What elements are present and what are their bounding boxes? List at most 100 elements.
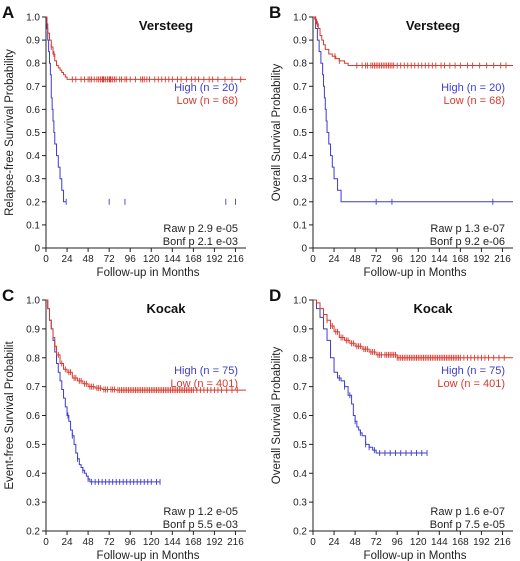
x-tick-label: 168 — [185, 254, 202, 265]
panel-label: C — [2, 286, 14, 305]
y-tick-label: 0.6 — [293, 411, 307, 422]
x-tick-label: 0 — [43, 537, 49, 548]
x-tick-label: 72 — [371, 254, 383, 265]
survival-curve-low — [313, 299, 513, 359]
p-value-annotation: Bonf p 9.2 e-06 — [430, 236, 505, 248]
legend-entry-low: Low (n = 68) — [177, 95, 238, 107]
y-tick-label: 0.8 — [26, 353, 40, 364]
x-tick-label: 24 — [61, 254, 73, 265]
chart-title: Versteeg — [139, 18, 193, 33]
y-tick-label: 0.9 — [293, 36, 307, 47]
y-tick-label: 0.2 — [293, 527, 307, 538]
y-tick-label: 0.3 — [293, 498, 307, 509]
x-tick-label: 0 — [43, 254, 49, 265]
survival-curve-low — [46, 299, 246, 391]
x-tick-label: 0 — [310, 537, 316, 548]
y-tick-label: 0.4 — [26, 151, 40, 162]
y-tick-label: 0.5 — [293, 440, 307, 451]
x-tick-label: 120 — [410, 537, 427, 548]
x-axis-title: Follow-up in Months — [97, 550, 200, 561]
x-tick-label: 120 — [143, 254, 160, 265]
y-tick-label: 0 — [34, 244, 40, 255]
x-tick-label: 24 — [61, 537, 73, 548]
p-value-annotation: Raw p 1.3 e-07 — [430, 223, 505, 235]
chart-panel-a: A 0 0.1 0.2 0.3 0.4 0.5 0.6 0.7 0.8 0.9 1.0 0 24 48 72 9… — [2, 3, 246, 279]
x-tick-label: 72 — [104, 254, 116, 265]
x-tick-label: 48 — [350, 537, 362, 548]
legend-entry-low: Low (n = 401) — [437, 378, 505, 390]
y-axis-title: Relapse-free Survival Probability — [4, 49, 16, 216]
x-tick-label: 168 — [452, 537, 469, 548]
y-tick-label: 0.3 — [26, 174, 40, 185]
y-tick-label: 0.4 — [293, 469, 307, 480]
chart-title: Versteeg — [406, 18, 460, 33]
y-tick-label: 0.9 — [26, 324, 40, 335]
x-axis-title: Follow-up in Months — [364, 550, 467, 561]
p-value-annotation: Raw p 1.2 e-05 — [163, 506, 238, 518]
chart-panel-b: B 0 0.1 0.2 0.3 0.4 0.5 0.6 0.7 0.8 0.9 1.0 0 24 48 72 9… — [269, 3, 513, 279]
y-tick-label: 0.8 — [293, 353, 307, 364]
x-tick-label: 96 — [392, 254, 404, 265]
y-tick-label: 0.8 — [26, 59, 40, 70]
legend-entry-high: High (n = 20) — [441, 82, 505, 94]
y-tick-label: 0.2 — [293, 197, 307, 208]
survival-curve-high — [46, 16, 67, 203]
survival-curve-high — [46, 299, 161, 483]
legend-entry-high: High (n = 20) — [174, 82, 238, 94]
x-tick-label: 216 — [227, 254, 244, 265]
x-tick-label: 168 — [452, 254, 469, 265]
y-tick-label: 0.5 — [293, 128, 307, 139]
y-tick-label: 0.1 — [293, 220, 307, 231]
chart-panel-c: C 0.2 0.3 0.4 0.5 0.6 0.7 0.8 0.9 1.0 0 24 48 72 96 120… — [2, 286, 246, 561]
y-tick-label: 0 — [301, 244, 307, 255]
y-tick-label: 0.6 — [26, 411, 40, 422]
x-tick-label: 96 — [125, 254, 137, 265]
panel-label: B — [269, 3, 281, 22]
legend-entry-high: High (n = 75) — [441, 365, 505, 377]
y-tick-label: 0.7 — [293, 382, 307, 393]
x-tick-label: 144 — [431, 537, 448, 548]
y-tick-label: 0.7 — [26, 382, 40, 393]
y-tick-label: 1.0 — [26, 13, 40, 24]
x-tick-label: 120 — [410, 254, 427, 265]
x-tick-label: 168 — [185, 537, 202, 548]
survival-curve-low — [46, 16, 246, 80]
x-tick-label: 144 — [164, 254, 181, 265]
x-tick-label: 216 — [494, 537, 511, 548]
y-tick-label: 0.4 — [293, 151, 307, 162]
y-tick-label: 0.8 — [293, 59, 307, 70]
x-tick-label: 192 — [206, 254, 223, 265]
y-tick-label: 1.0 — [293, 296, 307, 307]
legend-entry-low: Low (n = 401) — [170, 378, 238, 390]
x-tick-label: 48 — [350, 254, 362, 265]
x-tick-label: 48 — [83, 537, 95, 548]
y-tick-label: 0.5 — [26, 440, 40, 451]
y-tick-label: 0.7 — [293, 82, 307, 93]
chart-panel-d: D 0.2 0.3 0.4 0.5 0.6 0.7 0.8 0.9 1.0 0 24 48 72 96 120… — [269, 286, 513, 561]
p-value-annotation: Raw p 2.9 e-05 — [163, 223, 238, 235]
panel-label: D — [269, 286, 281, 305]
y-tick-label: 0.5 — [26, 128, 40, 139]
y-axis-title: Event-free Survival Probabilit — [4, 341, 16, 490]
y-tick-label: 0.2 — [26, 527, 40, 538]
x-tick-label: 96 — [392, 537, 404, 548]
legend-entry-high: High (n = 75) — [174, 365, 238, 377]
x-tick-label: 96 — [125, 537, 137, 548]
x-tick-label: 144 — [431, 254, 448, 265]
survival-curve-high — [313, 16, 513, 203]
x-tick-label: 216 — [227, 537, 244, 548]
chart-title: Kocak — [413, 301, 453, 316]
y-axis-title: Overall Survival Probability — [271, 64, 283, 202]
panel-label: A — [2, 3, 14, 22]
y-tick-label: 0.1 — [26, 220, 40, 231]
x-tick-label: 192 — [206, 537, 223, 548]
x-axis-title: Follow-up in Months — [97, 267, 200, 279]
y-tick-label: 0.4 — [26, 469, 40, 480]
p-value-annotation: Bonf p 2.1 e-03 — [163, 236, 238, 248]
p-value-annotation: Raw p 1.6 e-07 — [430, 506, 505, 518]
x-tick-label: 0 — [310, 254, 316, 265]
p-value-annotation: Bonf p 7.5 e-05 — [430, 519, 505, 531]
x-tick-label: 216 — [494, 254, 511, 265]
y-axis-title: Overall Survival Probability — [271, 347, 283, 485]
